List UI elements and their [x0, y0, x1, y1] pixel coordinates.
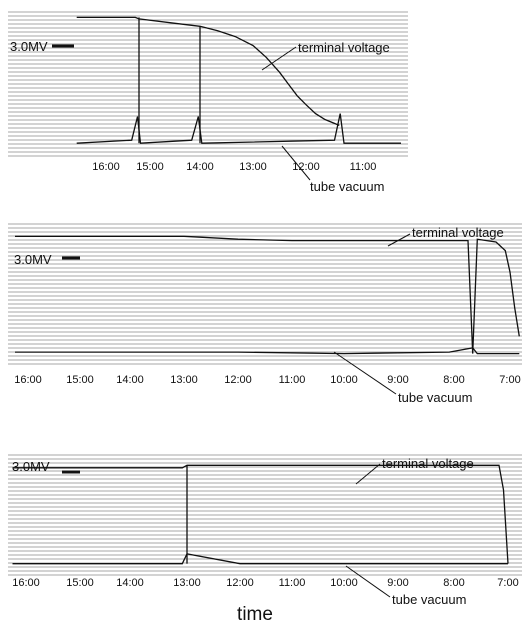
level-label: 3.0MV [12, 459, 50, 474]
x-axis-label: time [237, 604, 273, 625]
annotation-leader [333, 351, 397, 395]
series-line-tube-vacuum [76, 113, 401, 144]
annotation-leader [281, 145, 311, 181]
annotation-tube-vacuum: tube vacuum [310, 179, 384, 194]
series-line-tube-vacuum [15, 347, 520, 355]
x-tick-label: 10:00 [330, 577, 358, 589]
panel-bottom: 16:00 15:00 14:00 13:00 12:00 11:00 10:00 9:00 8… [8, 454, 522, 607]
x-tick-label: 12:00 [224, 374, 252, 386]
level-marker [62, 256, 80, 260]
x-tick-label: 16:00 [14, 374, 42, 386]
annotation-terminal-voltage: terminal voltage [382, 456, 474, 471]
x-tick-label: 14:00 [186, 161, 214, 173]
x-tick-label: 13:00 [170, 374, 198, 386]
x-tick-label: 10:00 [330, 374, 358, 386]
x-tick-label: 15:00 [136, 161, 164, 173]
level-label: 3.0MV [14, 252, 52, 267]
x-tick-label: 14:00 [116, 374, 144, 386]
x-tick-label: 15:00 [66, 374, 94, 386]
paper-grid [8, 223, 522, 365]
x-tick-label: 8:00 [443, 577, 464, 589]
x-tick-label: 13:00 [239, 161, 267, 173]
annotation-tube-vacuum: tube vacuum [398, 390, 472, 405]
x-tick-label: 8:00 [443, 374, 464, 386]
annotation-terminal-voltage: terminal voltage [412, 225, 504, 240]
panel-middle: 16:00 15:00 14:00 13:00 12:00 11:00 10:00 9:00 8… [8, 223, 522, 405]
annotation-terminal-voltage: terminal voltage [298, 40, 390, 55]
x-tick-label: 9:00 [387, 374, 408, 386]
x-tick-label: 14:00 [116, 577, 144, 589]
x-tick-label: 13:00 [173, 577, 201, 589]
x-tick-label: 11:00 [350, 161, 377, 173]
x-tick-label: 12:00 [226, 577, 254, 589]
series-line-terminal-voltage [76, 16, 340, 127]
x-tick-label: 16:00 [12, 577, 40, 589]
x-tick-label: 7:00 [497, 577, 518, 589]
series-line-terminal-voltage [15, 235, 520, 354]
x-tick-label: 16:00 [92, 161, 120, 173]
level-marker [52, 44, 74, 48]
x-tick-label: 11:00 [279, 577, 306, 589]
level-marker [62, 470, 80, 474]
paper-grid [8, 11, 408, 157]
annotation-leader [387, 233, 411, 247]
annotation-tube-vacuum: tube vacuum [392, 592, 466, 607]
panel-top: 16:00 15:00 14:00 13:00 12:00 11:00 3.0MV termi… [8, 11, 408, 194]
annotation-leader [355, 463, 381, 485]
x-tick-label: 11:00 [279, 374, 306, 386]
annotation-leader [261, 46, 297, 71]
annotation-leader [345, 565, 391, 598]
x-tick-label: 12:00 [292, 161, 320, 173]
x-tick-label: 9:00 [387, 577, 408, 589]
series-line-tube-vacuum [12, 553, 508, 565]
level-label: 3.0MV [10, 39, 48, 54]
x-tick-label: 15:00 [66, 577, 94, 589]
x-tick-label: 7:00 [499, 374, 520, 386]
series-line-terminal-voltage [12, 464, 509, 564]
paper-grid [8, 454, 522, 576]
